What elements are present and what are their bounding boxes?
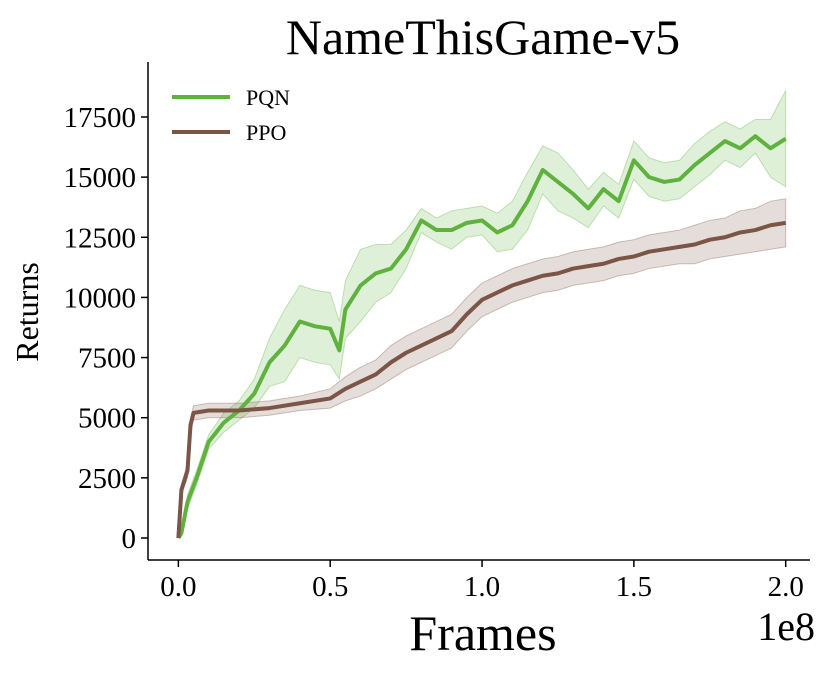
- y-tick-label: 17500: [64, 102, 137, 134]
- x-tick-label: 1.5: [616, 571, 652, 603]
- legend-label: PPO: [246, 120, 286, 145]
- x-tick-label: 0.5: [312, 571, 348, 603]
- y-tick-label: 0: [122, 523, 137, 555]
- y-tick-label: 2500: [78, 463, 136, 495]
- y-tick-label: 12500: [64, 222, 137, 254]
- x-axis-label: Frames: [409, 605, 556, 661]
- series-line: [176, 220, 787, 539]
- x-offset-label: 1e8: [757, 604, 815, 649]
- legend-label: PQN: [246, 85, 290, 110]
- series-line: [176, 134, 787, 540]
- x-tick-label: 0.0: [160, 571, 196, 603]
- y-tick-label: 10000: [64, 282, 137, 314]
- x-tick-label: 2.0: [768, 571, 804, 603]
- x-tick-label: 1.0: [464, 571, 500, 603]
- y-axis-label: Returns: [9, 262, 45, 362]
- y-tick-label: 7500: [78, 343, 136, 375]
- y-tick-label: 5000: [78, 403, 136, 435]
- y-tick-label: 15000: [64, 162, 137, 194]
- chart-title: NameThisGame-v5: [286, 9, 680, 65]
